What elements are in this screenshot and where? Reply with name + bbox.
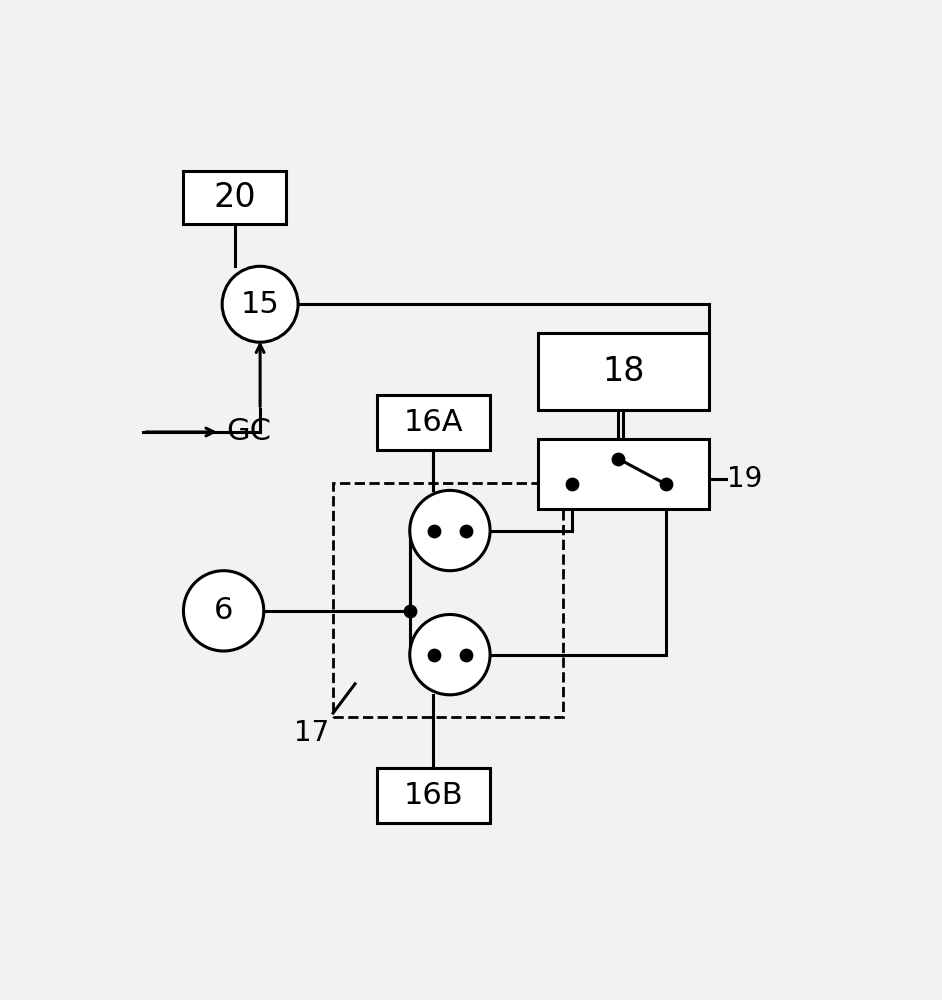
Text: 20: 20 [213,181,256,214]
Bar [538,333,709,410]
Circle shape [410,615,490,695]
Point [610,451,625,467]
Bar [377,768,490,823]
Circle shape [184,571,264,651]
Text: GC: GC [226,417,270,446]
Point [402,603,417,619]
Text: 18: 18 [602,355,644,388]
Text: 15: 15 [241,290,280,319]
Text: 17: 17 [294,719,329,747]
Text: 16A: 16A [404,408,463,437]
Point [459,647,474,663]
Point [427,523,442,539]
Bar [333,483,563,717]
Bar [538,439,709,509]
Point [658,476,674,492]
Text: 19: 19 [727,465,763,493]
Point [564,476,579,492]
Bar [377,395,490,450]
Text: 6: 6 [214,596,234,625]
Point [459,523,474,539]
Point [427,647,442,663]
Text: 16B: 16B [404,781,463,810]
Circle shape [222,266,298,342]
Circle shape [410,490,490,571]
Bar [184,171,285,224]
